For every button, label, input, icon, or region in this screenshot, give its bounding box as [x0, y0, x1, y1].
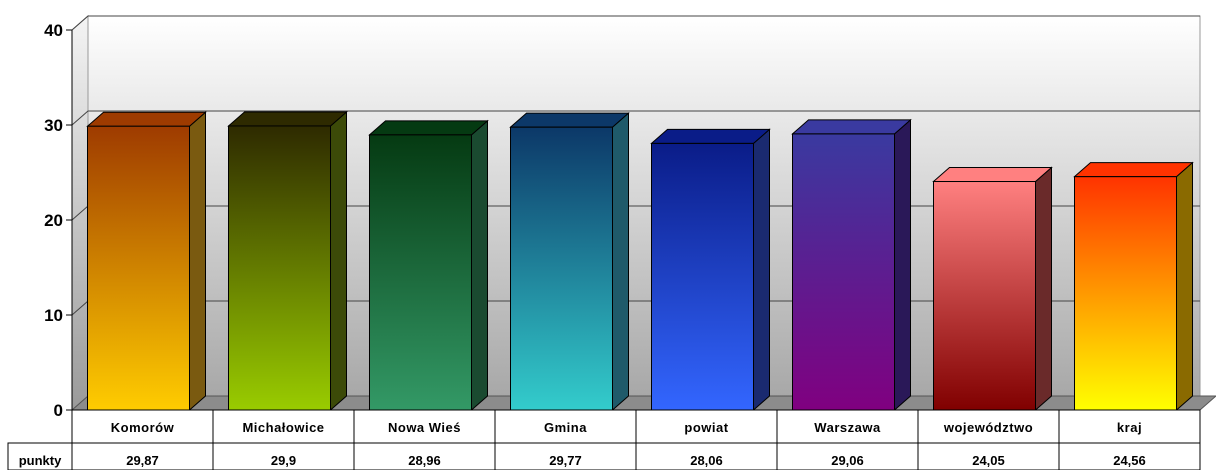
- bar-front: [1074, 176, 1177, 411]
- bar-2: [227, 110, 348, 412]
- data-table: punkty Komorów 29,87 Michałowice 29,9 Nowa Wi…: [7, 409, 1201, 470]
- bar-6: [791, 118, 912, 412]
- category-label: Warszawa: [814, 420, 881, 435]
- category-label: powiat: [684, 420, 728, 435]
- value-label: 24,56: [1113, 453, 1146, 468]
- series-name-label: punkty: [19, 453, 62, 468]
- bar-front: [87, 125, 190, 411]
- value-label: 29,87: [126, 453, 159, 468]
- y-tick-label: 40: [44, 21, 63, 40]
- bar-front: [228, 125, 331, 411]
- series-name-cell: [7, 442, 73, 470]
- value-label: 28,06: [690, 453, 723, 468]
- bar-top: [1073, 162, 1194, 178]
- gridline: [71, 15, 1200, 31]
- gridline: [71, 110, 1200, 126]
- bar-top: [791, 119, 912, 135]
- bar-top: [227, 111, 348, 127]
- bar-side: [330, 110, 347, 412]
- bar-front: [651, 142, 754, 411]
- bar-side: [189, 111, 206, 412]
- y-tick-label: 20: [44, 211, 63, 230]
- bar-8: [1073, 161, 1194, 412]
- value-label: 29,06: [831, 453, 864, 468]
- value-label: 28,96: [408, 453, 441, 468]
- bar-4: [509, 112, 630, 412]
- value-label: 29,9: [271, 453, 296, 468]
- bar-front: [933, 181, 1036, 411]
- bar-front: [510, 126, 613, 411]
- category-label: Nowa Wieś: [388, 420, 461, 435]
- category-label: Michałowice: [242, 420, 324, 435]
- bars: [86, 110, 1194, 412]
- bar-side: [612, 112, 629, 412]
- category-label: województwo: [943, 420, 1033, 435]
- bar-side: [1176, 161, 1193, 412]
- category-label: kraj: [1117, 420, 1142, 435]
- bar-top: [509, 112, 630, 128]
- value-label: 29,77: [549, 453, 582, 468]
- bar-1: [86, 111, 207, 412]
- bar-side: [471, 119, 488, 412]
- bar-side: [1035, 166, 1052, 412]
- bar-5: [650, 128, 771, 412]
- value-label: 24,05: [972, 453, 1005, 468]
- y-tick-label: 30: [44, 116, 63, 135]
- y-tick-label: 0: [54, 401, 63, 420]
- y-tick-label: 10: [44, 306, 63, 325]
- bar-front: [369, 134, 472, 411]
- bar-top: [368, 120, 489, 136]
- bar-3: [368, 119, 489, 412]
- bar-top: [86, 111, 207, 127]
- bar-top: [650, 128, 771, 144]
- category-label: Komorów: [111, 420, 175, 435]
- bar-7: [932, 166, 1053, 412]
- y-axis: 0 10 20 30 40: [44, 21, 73, 420]
- bar-top: [932, 167, 1053, 183]
- category-label: Gmina: [544, 420, 587, 435]
- bar-front: [792, 133, 895, 411]
- bar-side: [894, 118, 911, 412]
- bar-side: [753, 128, 770, 412]
